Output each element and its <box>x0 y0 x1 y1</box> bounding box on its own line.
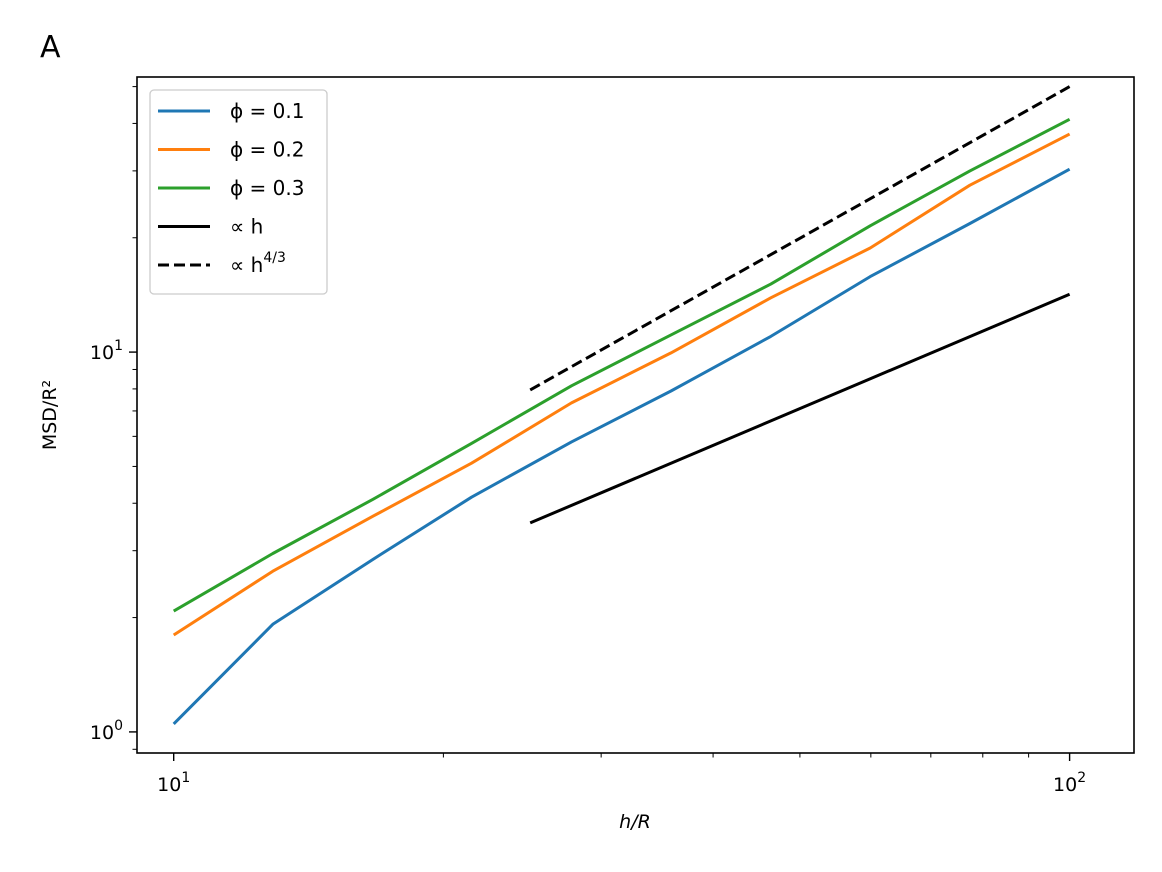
x-tick-label-1: 101 <box>157 770 190 796</box>
series-line-4 <box>529 292 1071 525</box>
legend-items: ϕ = 0.1 ϕ = 0.2 ϕ = 0.3 ∝ h ∝ h4/3 <box>158 99 304 277</box>
y-axis-label: MSD/R² <box>39 380 61 450</box>
x-tick-label-2: 102 <box>1053 770 1086 796</box>
legend-label-4: ∝ h <box>230 215 263 239</box>
series-layer <box>172 85 1071 725</box>
y-tick-label-1: 100 <box>90 718 123 744</box>
series-line-5 <box>529 85 1071 392</box>
plot-frame <box>136 76 1135 754</box>
y-tick-label-2: 101 <box>90 338 123 364</box>
ticks-layer: 101 102 100 101 <box>90 86 1086 796</box>
series-line-3 <box>172 117 1071 613</box>
series-line-1 <box>172 167 1071 725</box>
legend-frame <box>149 89 328 295</box>
legend-label-3: ϕ = 0.3 <box>230 176 304 200</box>
legend-label-1: ϕ = 0.1 <box>230 99 304 123</box>
series-line-2 <box>172 132 1071 637</box>
x-axis-label: h/R <box>619 811 651 833</box>
legend-label-2: ϕ = 0.2 <box>230 138 304 162</box>
legend-label-5: ∝ h4/3 <box>230 250 286 277</box>
panel-label: A <box>40 30 61 65</box>
legend: ϕ = 0.1 ϕ = 0.2 ϕ = 0.3 ∝ h ∝ h4/3 <box>149 89 328 295</box>
